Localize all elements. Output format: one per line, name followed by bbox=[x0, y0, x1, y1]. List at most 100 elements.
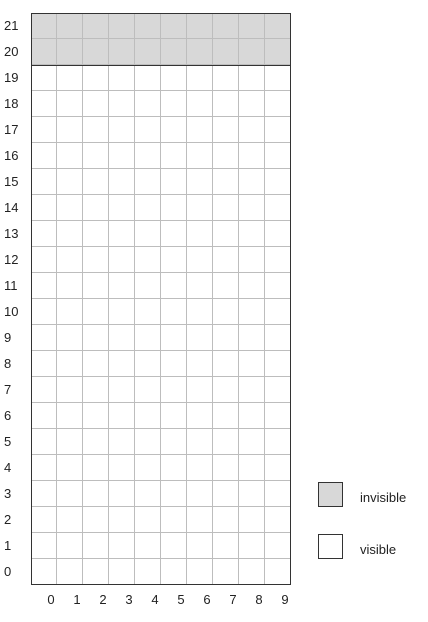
cell-r20-c9 bbox=[265, 39, 291, 65]
cell-r21-c8 bbox=[239, 13, 265, 39]
cell-r9-c2 bbox=[83, 325, 109, 351]
cell-r8-c4 bbox=[135, 351, 161, 377]
cell-r16-c5 bbox=[161, 143, 187, 169]
cell-r15-c9 bbox=[265, 169, 291, 195]
cell-r4-c4 bbox=[135, 455, 161, 481]
cell-r21-c0 bbox=[31, 13, 57, 39]
cell-r10-c2 bbox=[83, 299, 109, 325]
cell-r16-c6 bbox=[187, 143, 213, 169]
cell-r21-c3 bbox=[109, 13, 135, 39]
cell-r6-c4 bbox=[135, 403, 161, 429]
cell-r17-c8 bbox=[239, 117, 265, 143]
cell-r12-c4 bbox=[135, 247, 161, 273]
cell-r21-c1 bbox=[57, 13, 83, 39]
cell-r6-c2 bbox=[83, 403, 109, 429]
cell-r11-c9 bbox=[265, 273, 291, 299]
row-label: 6 bbox=[4, 408, 12, 423]
cell-r5-c7 bbox=[213, 429, 239, 455]
cell-r9-c3 bbox=[109, 325, 135, 351]
cell-r14-c3 bbox=[109, 195, 135, 221]
cell-r6-c6 bbox=[187, 403, 213, 429]
column-label: 9 bbox=[281, 592, 289, 607]
cell-r21-c6 bbox=[187, 13, 213, 39]
cell-r12-c8 bbox=[239, 247, 265, 273]
column-label: 5 bbox=[177, 592, 185, 607]
row-label: 20 bbox=[4, 44, 19, 59]
cell-r19-c9 bbox=[265, 65, 291, 91]
cell-r3-c6 bbox=[187, 481, 213, 507]
cell-r10-c5 bbox=[161, 299, 187, 325]
row-label: 3 bbox=[4, 486, 12, 501]
cell-r12-c9 bbox=[265, 247, 291, 273]
cell-r18-c0 bbox=[31, 91, 57, 117]
cell-r15-c6 bbox=[187, 169, 213, 195]
cell-r13-c0 bbox=[31, 221, 57, 247]
cell-r4-c1 bbox=[57, 455, 83, 481]
cell-r11-c0 bbox=[31, 273, 57, 299]
cell-r6-c1 bbox=[57, 403, 83, 429]
cell-r16-c3 bbox=[109, 143, 135, 169]
cell-r2-c4 bbox=[135, 507, 161, 533]
row-label: 7 bbox=[4, 382, 12, 397]
cell-r1-c2 bbox=[83, 533, 109, 559]
cell-r0-c5 bbox=[161, 559, 187, 585]
row-label: 12 bbox=[4, 252, 19, 267]
cell-r4-c9 bbox=[265, 455, 291, 481]
row-label: 13 bbox=[4, 226, 19, 241]
row-label: 10 bbox=[4, 304, 19, 319]
cell-r2-c8 bbox=[239, 507, 265, 533]
cell-r17-c4 bbox=[135, 117, 161, 143]
legend-visible-swatch bbox=[318, 534, 343, 559]
column-label: 2 bbox=[99, 592, 107, 607]
cell-r6-c0 bbox=[31, 403, 57, 429]
cell-r8-c8 bbox=[239, 351, 265, 377]
cell-r7-c8 bbox=[239, 377, 265, 403]
cell-r4-c6 bbox=[187, 455, 213, 481]
cell-r17-c3 bbox=[109, 117, 135, 143]
cell-r10-c6 bbox=[187, 299, 213, 325]
cell-r12-c6 bbox=[187, 247, 213, 273]
cell-r16-c0 bbox=[31, 143, 57, 169]
cell-r12-c3 bbox=[109, 247, 135, 273]
cell-r14-c4 bbox=[135, 195, 161, 221]
legend-invisible-swatch bbox=[318, 482, 343, 507]
cell-r20-c4 bbox=[135, 39, 161, 65]
cell-r4-c7 bbox=[213, 455, 239, 481]
cell-r15-c8 bbox=[239, 169, 265, 195]
row-label: 5 bbox=[4, 434, 12, 449]
cell-r8-c2 bbox=[83, 351, 109, 377]
cell-r12-c1 bbox=[57, 247, 83, 273]
cell-r18-c2 bbox=[83, 91, 109, 117]
cell-r5-c6 bbox=[187, 429, 213, 455]
cell-r13-c5 bbox=[161, 221, 187, 247]
cell-r13-c1 bbox=[57, 221, 83, 247]
cell-r10-c4 bbox=[135, 299, 161, 325]
cell-r17-c6 bbox=[187, 117, 213, 143]
row-label: 4 bbox=[4, 460, 12, 475]
cell-r11-c8 bbox=[239, 273, 265, 299]
cell-r2-c6 bbox=[187, 507, 213, 533]
cell-r15-c0 bbox=[31, 169, 57, 195]
cell-r9-c1 bbox=[57, 325, 83, 351]
row-label: 14 bbox=[4, 200, 19, 215]
cell-r9-c5 bbox=[161, 325, 187, 351]
cell-r13-c2 bbox=[83, 221, 109, 247]
cell-r11-c5 bbox=[161, 273, 187, 299]
cell-r3-c9 bbox=[265, 481, 291, 507]
cell-r2-c2 bbox=[83, 507, 109, 533]
cell-r4-c5 bbox=[161, 455, 187, 481]
cell-r11-c4 bbox=[135, 273, 161, 299]
cell-r7-c5 bbox=[161, 377, 187, 403]
cell-r1-c3 bbox=[109, 533, 135, 559]
cell-r2-c9 bbox=[265, 507, 291, 533]
cell-r12-c7 bbox=[213, 247, 239, 273]
cell-r5-c2 bbox=[83, 429, 109, 455]
cell-r1-c6 bbox=[187, 533, 213, 559]
cell-r12-c0 bbox=[31, 247, 57, 273]
cell-r1-c9 bbox=[265, 533, 291, 559]
column-label: 4 bbox=[151, 592, 159, 607]
cell-r10-c7 bbox=[213, 299, 239, 325]
cell-r19-c7 bbox=[213, 65, 239, 91]
cell-r18-c4 bbox=[135, 91, 161, 117]
cell-r11-c2 bbox=[83, 273, 109, 299]
